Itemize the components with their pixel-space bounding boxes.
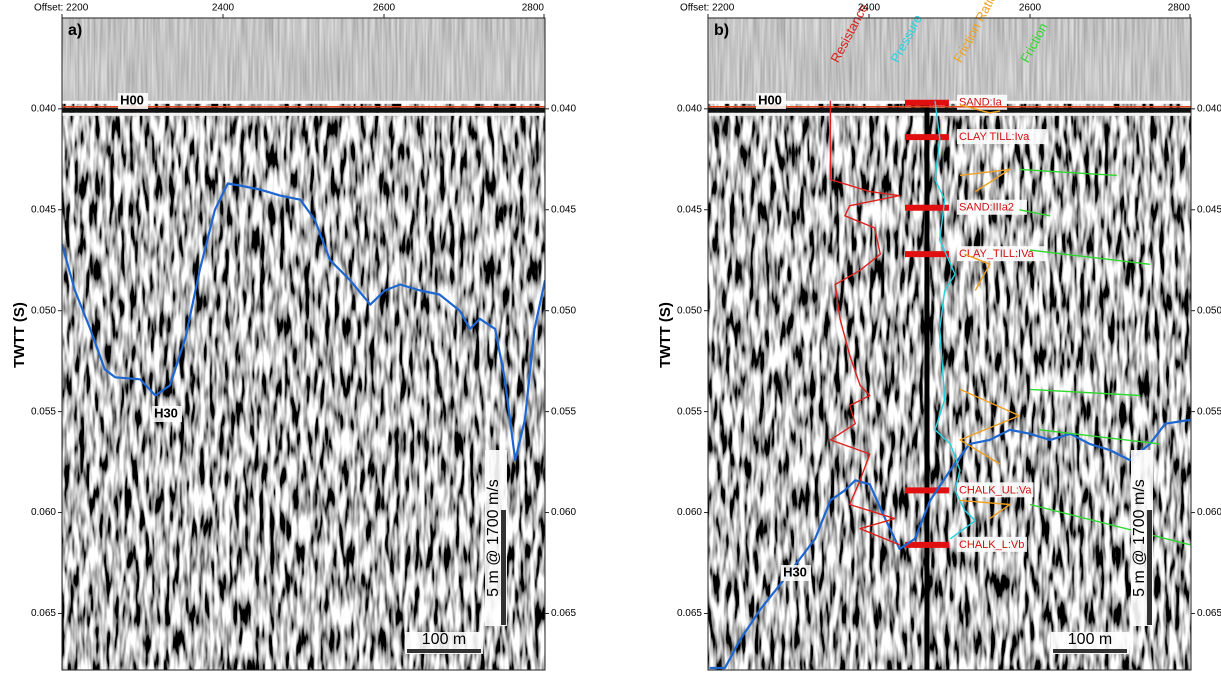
reflection-white <box>62 100 545 104</box>
x-tick-label: Offset: 2200 <box>680 3 735 14</box>
layer-label-box <box>956 246 1047 262</box>
y-tick-label: 0.050 <box>677 305 702 316</box>
reflection-white <box>708 112 1191 116</box>
scale-bar <box>407 649 481 653</box>
horizon-label: H30 <box>154 405 178 420</box>
log-curve <box>934 100 976 540</box>
y-tick-label: 0.060 <box>31 507 56 518</box>
y-tick-label: 0.050 <box>551 305 576 316</box>
reflection-black <box>708 107 1191 113</box>
scale-bar <box>1147 510 1152 625</box>
y-tick-label: 0.065 <box>31 608 56 619</box>
x-tick-label: 2600 <box>1019 3 1042 14</box>
scale-bar-label: 5 m @ 1700 m/s <box>485 479 502 597</box>
layer-label: SAND:Ia <box>959 97 1003 109</box>
x-tick-label: 2600 <box>373 3 396 14</box>
horizon-label: H00 <box>758 92 782 107</box>
horizon-label: H30 <box>783 564 807 579</box>
y-tick-label: 0.055 <box>1197 406 1221 417</box>
y-tick-label: 0.055 <box>551 406 576 417</box>
horizon-label-box <box>756 93 786 109</box>
y-tick-label: 0.065 <box>551 608 576 619</box>
layer-label: CLAY TILL:Iva <box>959 131 1030 143</box>
scale-bar-box <box>405 632 483 654</box>
y-tick-label: 0.040 <box>31 103 56 114</box>
x-tick-label: Offset: 2200 <box>34 3 89 14</box>
seismic-section <box>62 18 545 670</box>
y-tick-label: 0.040 <box>1197 103 1221 114</box>
x-tick-label: 2800 <box>1168 3 1191 14</box>
y-axis-title: TWTT (S) <box>657 302 674 368</box>
x-tick-label: 2400 <box>212 3 235 14</box>
y-axis-title: TWTT (S) <box>11 302 28 368</box>
layer-label-box <box>956 536 1027 552</box>
axes-frame <box>707 17 1192 671</box>
layer-label: SAND:IIIa2 <box>959 202 1014 214</box>
reflection-white <box>62 112 545 116</box>
y-tick-label: 0.050 <box>1197 305 1221 316</box>
log-curve <box>829 100 901 546</box>
horizon-label-box <box>118 93 148 109</box>
horizon-label-box <box>781 565 811 581</box>
log-curve <box>959 104 1021 520</box>
horizon-label: H00 <box>120 92 144 107</box>
y-tick-label: 0.050 <box>31 305 56 316</box>
panel-label: b) <box>714 22 729 39</box>
reflection-white <box>708 100 1191 104</box>
log-curve <box>1019 168 1191 546</box>
scale-bar-box <box>1051 632 1129 654</box>
y-tick-label: 0.045 <box>551 204 576 215</box>
layer-label-box <box>956 199 1027 215</box>
layer-label-box <box>956 482 1034 498</box>
horizon-label-box <box>152 406 182 422</box>
y-tick-label: 0.045 <box>677 204 702 215</box>
plot-area <box>62 18 545 670</box>
y-tick-label: 0.045 <box>1197 204 1221 215</box>
y-tick-label: 0.045 <box>31 204 56 215</box>
scale-bar-label: 5 m @ 1700 m/s <box>1131 479 1148 597</box>
scale-bar <box>1053 649 1127 653</box>
layer-label-box <box>956 129 1047 145</box>
y-tick-label: 0.040 <box>551 103 576 114</box>
layer-label-box <box>956 94 1008 110</box>
x-tick-label: 2400 <box>858 3 881 14</box>
air-band <box>62 18 545 103</box>
panel-label: a) <box>68 22 82 39</box>
horizon <box>62 182 545 462</box>
scale-bar-label: 100 m <box>422 631 466 648</box>
y-tick-label: 0.060 <box>551 507 576 518</box>
axes-frame <box>61 17 546 671</box>
panel: SAND:Ia CLAY TILL:Iva SAND:IIIa2 CLAY_TILL:… <box>657 0 1221 671</box>
y-tick-label: 0.065 <box>1197 608 1221 619</box>
layer-label: CHALK_L:Vb <box>959 539 1024 551</box>
seismic-section <box>708 18 1191 670</box>
x-tick-label: 2800 <box>522 3 545 14</box>
air-band <box>708 18 1191 103</box>
y-tick-label: 0.060 <box>1197 507 1221 518</box>
y-tick-label: 0.060 <box>677 507 702 518</box>
plot-area: SAND:Ia CLAY TILL:Iva SAND:IIIa2 CLAY_TILL:… <box>708 18 1191 670</box>
layer-label: CHALK_UL:Va <box>959 484 1032 496</box>
scale-bar-label: 100 m <box>1068 631 1112 648</box>
y-tick-label: 0.055 <box>31 406 56 417</box>
y-tick-label: 0.065 <box>677 608 702 619</box>
reflection-black <box>62 107 545 113</box>
layer-label: CLAY_TILL:IVa <box>959 248 1035 260</box>
y-tick-label: 0.040 <box>677 103 702 114</box>
y-tick-label: 0.055 <box>677 406 702 417</box>
scale-bar <box>501 510 506 625</box>
panel: H00 H30 a) Offset: 2200 2400 2600 2800 0.040 0.0… <box>11 3 576 671</box>
